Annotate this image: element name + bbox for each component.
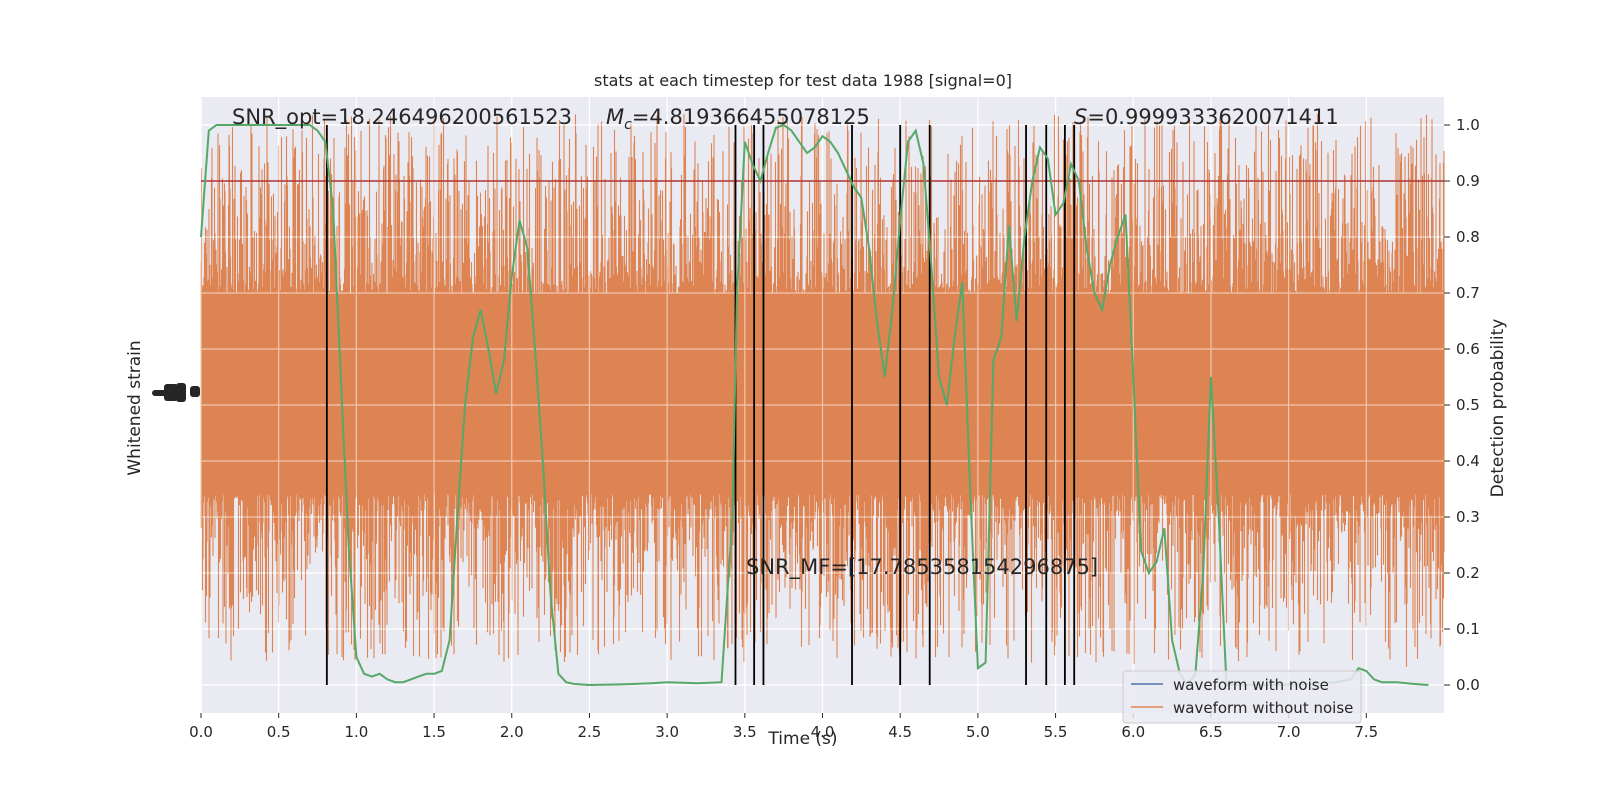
y-tick-label: 0.2	[1456, 564, 1480, 582]
y-tick-label: 0.9	[1456, 172, 1480, 190]
x-tick-label: 6.0	[1121, 723, 1145, 741]
x-tick-label: 1.5	[422, 723, 446, 741]
y-tick-label: 0.1	[1456, 620, 1480, 638]
grid-lines-overlay	[200, 97, 1444, 713]
x-tick-label: 7.5	[1354, 723, 1378, 741]
x-tick-label: 3.0	[655, 723, 679, 741]
chirp-mass-value: =4.819366455078125	[632, 105, 870, 129]
overlapped-tick-label-blob	[176, 383, 186, 402]
x-axis-ticks: 0.0 0.5 1.0 1.5 2.0 2.5 3.0 3.5 4.0 4.5 5.0 5.5 6.0 6…	[189, 713, 1378, 741]
y-tick-label: 0.3	[1456, 508, 1480, 526]
overlapped-tick-label-blob	[164, 384, 178, 401]
y-tick-label: 0.5	[1456, 396, 1480, 414]
y-tick-label: 0.8	[1456, 228, 1480, 246]
right-axis-label: Detection probability	[1488, 319, 1508, 498]
x-tick-label: 3.5	[733, 723, 757, 741]
chirp-mass-subscript: c	[624, 117, 632, 133]
x-tick-label: 5.5	[1044, 723, 1068, 741]
legend: waveform with noise waveform without noi…	[1122, 670, 1362, 724]
y-tick-label: 1.0	[1456, 116, 1480, 134]
x-tick-label: 2.5	[578, 723, 602, 741]
y-tick-label: 0.7	[1456, 284, 1480, 302]
snr-mf-annotation: SNR_MF=[17.785358154296875]	[746, 555, 1098, 580]
y-tick-label: 0.6	[1456, 340, 1480, 358]
s-annotation: S=0.9999333620071411	[1074, 105, 1339, 129]
y-tick-label: 0.4	[1456, 452, 1480, 470]
x-tick-label: 4.0	[811, 723, 835, 741]
x-axis-label: Time (s)	[767, 729, 837, 749]
x-tick-label: 0.0	[189, 723, 213, 741]
x-tick-label: 7.0	[1277, 723, 1301, 741]
x-tick-label: 0.5	[267, 723, 291, 741]
left-axis-label: Whitened strain	[125, 340, 145, 475]
vertical-markers	[325, 125, 1076, 685]
s-symbol: S	[1074, 105, 1087, 129]
x-tick-label: 6.5	[1199, 723, 1223, 741]
x-tick-label: 1.0	[344, 723, 368, 741]
chirp-mass-symbol: M	[606, 105, 624, 129]
x-tick-label: 5.0	[966, 723, 990, 741]
detection-probability-line	[200, 123, 1429, 687]
chart-title: stats at each timestep for test data 198…	[594, 71, 1012, 90]
right-axis-ticks: 0.0 0.1 0.2 0.3 0.4 0.5 0.6 0.7 0.8 0.9 1.0	[1444, 116, 1480, 694]
overlapped-tick-label-blob	[190, 386, 200, 397]
legend-box	[1122, 670, 1362, 724]
x-tick-label: 4.5	[888, 723, 912, 741]
left-axis-tick-labels-overlapped	[152, 383, 200, 402]
chirp-mass-annotation: Mc=4.819366455078125	[606, 105, 870, 133]
detection-probability-path	[200, 123, 1429, 687]
legend-label-with-noise: waveform with noise	[1173, 676, 1329, 694]
legend-label-without-noise: waveform without noise	[1173, 699, 1353, 717]
snr-opt-annotation: SNR_opt=18.246496200561523	[232, 105, 572, 130]
y-tick-label: 0.0	[1456, 676, 1480, 694]
x-tick-label: 2.0	[500, 723, 524, 741]
s-value: =0.9999333620071411	[1087, 105, 1338, 129]
